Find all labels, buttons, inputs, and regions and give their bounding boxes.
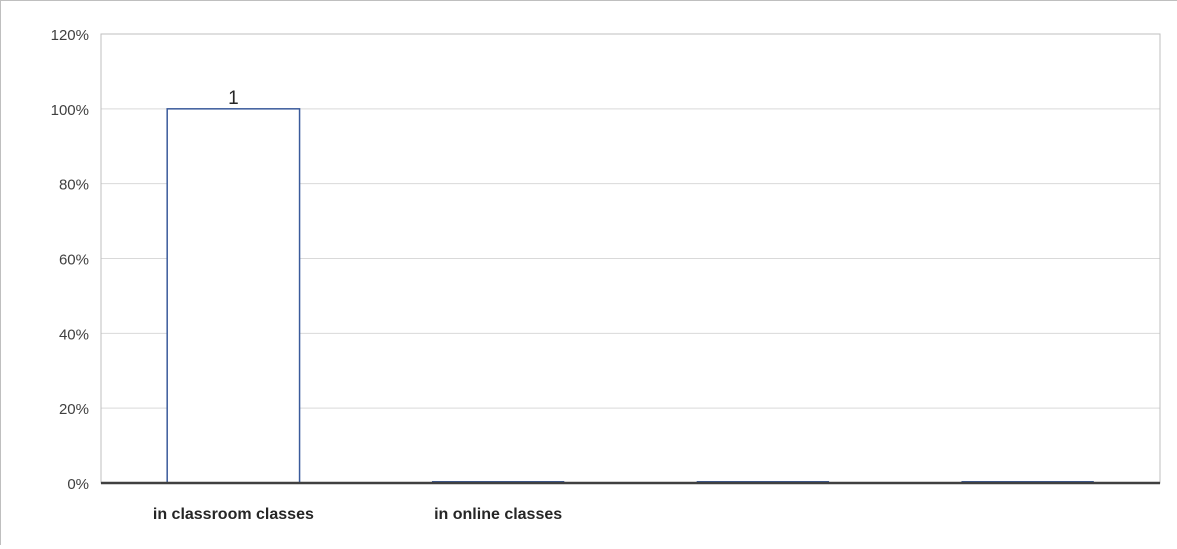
y-tick-label: 120% <box>51 27 89 44</box>
bars <box>166 108 1094 484</box>
y-tick-label: 0% <box>67 476 89 493</box>
data-label: 1 <box>228 88 239 109</box>
bar <box>166 108 301 484</box>
x-tick-label: in online classes <box>434 506 562 523</box>
y-tick-label: 20% <box>59 401 89 418</box>
y-axis-tick-labels: 0% 20% 40% 60% 80% 100% 120% <box>51 27 89 493</box>
y-tick-label: 80% <box>59 177 89 194</box>
data-labels: 1 <box>228 88 239 109</box>
y-tick-label: 60% <box>59 252 89 269</box>
y-tick-label: 40% <box>59 326 89 343</box>
y-tick-label: 100% <box>51 102 89 119</box>
x-axis-tick-labels: in classroom classes in online classes <box>153 506 562 523</box>
x-tick-label: in classroom classes <box>153 506 314 523</box>
